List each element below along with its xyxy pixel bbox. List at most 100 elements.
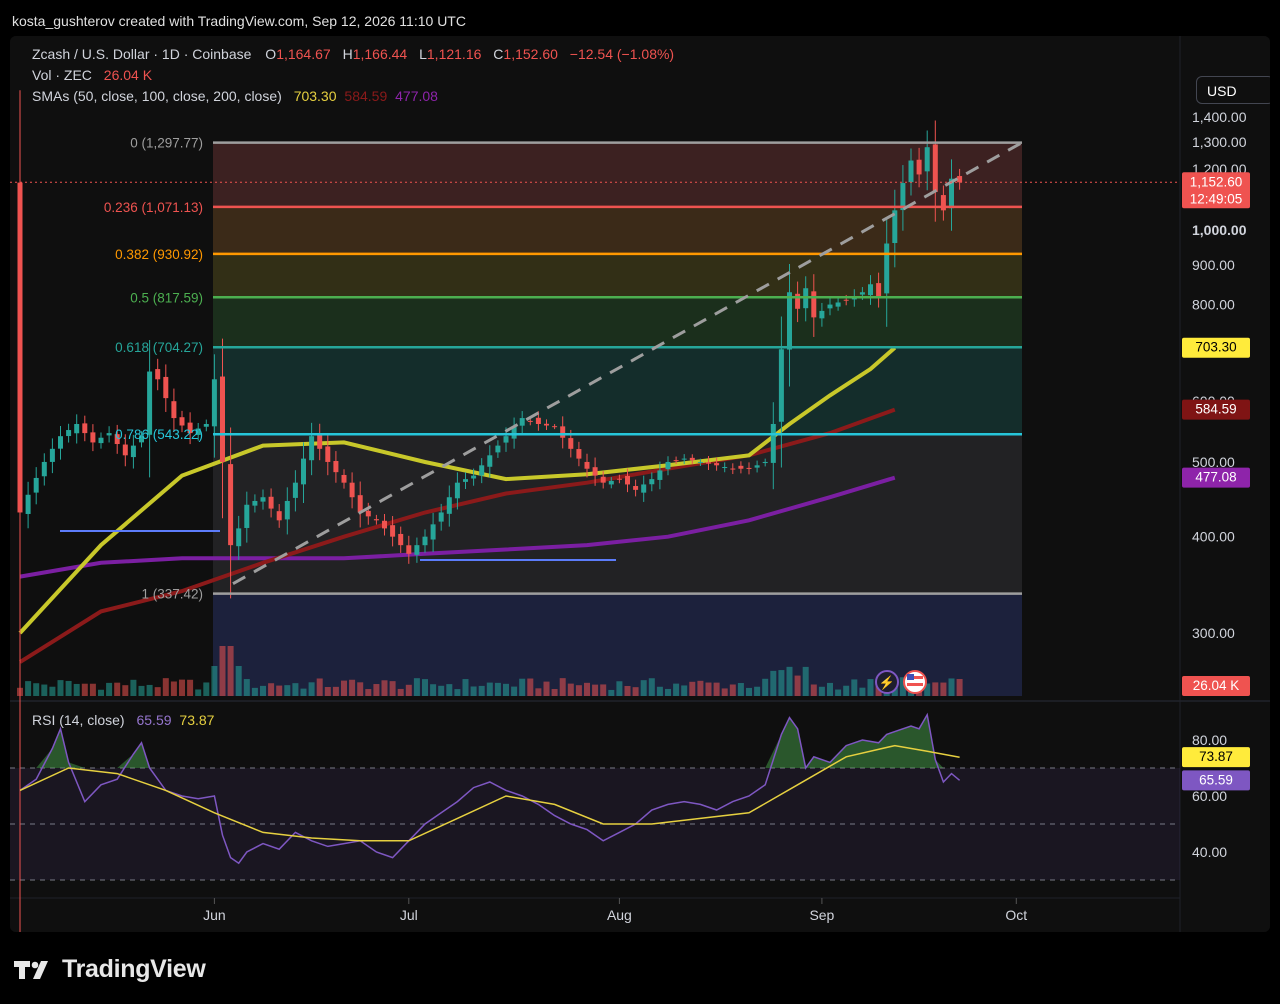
candle-body: [325, 446, 331, 462]
candle-body: [106, 433, 112, 436]
volume-bar: [89, 683, 96, 696]
candle-body: [868, 284, 873, 296]
volume-bar: [179, 679, 185, 696]
sma-label[interactable]: SMAs (50, close, 100, close, 200, close): [32, 88, 282, 104]
high-value: 1,166.44: [352, 46, 408, 62]
volume-bar: [729, 684, 736, 696]
rsi-overbought-fill: [805, 714, 944, 768]
candle-body: [292, 482, 298, 498]
rsi-ma-line: [19, 744, 960, 842]
symbol-name[interactable]: Zcash / U.S. Dollar · 1D · Coinbase: [32, 46, 252, 62]
volume-bar: [438, 685, 445, 696]
volume-bar: [559, 678, 566, 696]
volume-badge: [1182, 676, 1250, 696]
rsi-overbought-fill: [117, 742, 150, 768]
volume-bar: [308, 682, 315, 696]
volume-bar: [430, 684, 437, 696]
volume-bar: [462, 679, 469, 696]
candle-body: [778, 349, 784, 422]
volume-bar: [454, 689, 461, 696]
currency-button[interactable]: USD: [1196, 76, 1270, 104]
last-price-badge-text: 1,152.60: [1190, 174, 1243, 189]
candle-body: [49, 448, 55, 462]
candle-body: [284, 500, 290, 520]
candle-body: [600, 476, 606, 483]
fib-zone-0.5: [213, 297, 1022, 348]
candle-body: [770, 424, 776, 463]
high-label: H: [342, 46, 353, 62]
volume-bar: [835, 689, 842, 696]
candle-body: [908, 160, 914, 183]
fib-label: 0.5 (817.59): [130, 290, 203, 305]
volume-bar: [859, 687, 866, 696]
close-value: 1,152.60: [503, 46, 558, 62]
candle-body: [228, 464, 234, 546]
candle-body: [487, 455, 493, 467]
tradingview-logo: TradingView: [14, 955, 206, 984]
volume-bar: [219, 646, 226, 696]
volume-bar: [251, 687, 258, 696]
price-tick-label: 500.00: [1192, 454, 1235, 470]
candle-body: [811, 291, 817, 318]
volume-bar: [810, 684, 817, 696]
candle-body: [309, 436, 315, 461]
symbol-legend: Zcash / U.S. Dollar · 1D · Coinbase O1,1…: [32, 46, 678, 62]
fib-label: 1 (337.42): [141, 587, 203, 602]
sma100-badge-text: 584.59: [1195, 402, 1236, 417]
volume-bar: [122, 685, 129, 696]
volume-bar: [818, 686, 825, 696]
price-tick-label: 900.00: [1192, 257, 1235, 273]
candle-body: [827, 304, 833, 309]
volume-bar: [57, 680, 64, 696]
candle-body: [179, 417, 185, 426]
volume-bar: [737, 683, 744, 696]
candle-body: [414, 545, 420, 555]
candle-body: [471, 475, 477, 479]
candle-body: [900, 183, 906, 211]
candle-body: [527, 420, 533, 422]
us-flag-canton: [907, 674, 914, 680]
sma100-line: [18, 407, 896, 664]
candle-body: [333, 461, 339, 473]
volume-bar: [656, 686, 663, 696]
rsi-ma-badge-text: 73.87: [1199, 749, 1233, 764]
candle-body: [924, 147, 930, 172]
candle-body: [584, 461, 590, 469]
volume-label[interactable]: Vol · ZEC: [32, 67, 92, 83]
candle-body: [568, 438, 574, 449]
volume-bar: [673, 683, 680, 696]
rsi-label[interactable]: RSI (14, close): [32, 712, 125, 728]
volume-bar: [324, 687, 331, 696]
volume-bar: [778, 670, 785, 696]
chart-frame[interactable]: 1,400.00 1,300.00 1,200.00 1,000.00 900.00 80…: [10, 36, 1270, 932]
candle-body: [746, 467, 752, 469]
candle-body: [139, 436, 144, 443]
candle-body: [511, 427, 517, 439]
volume-bar: [511, 686, 518, 696]
candle-body: [130, 445, 136, 458]
us-flag-stripe: [907, 683, 923, 686]
candle-body: [552, 426, 558, 428]
volume-bar: [924, 683, 931, 696]
candle-body: [365, 510, 371, 517]
volume-bar: [851, 679, 858, 696]
volume-bar: [705, 682, 712, 696]
volume-bar: [211, 666, 218, 696]
volume-bar: [284, 685, 291, 696]
candle-body: [317, 434, 323, 449]
last-price-badge-text: 12:49:05: [1190, 191, 1243, 206]
volume-bar: [899, 677, 906, 696]
fib-zone-0.618: [213, 347, 1022, 435]
volume-bar: [786, 666, 793, 696]
candle-body: [33, 477, 39, 493]
candle-body: [681, 458, 687, 460]
volume-bar: [170, 681, 177, 696]
volume-bar: [81, 683, 88, 696]
volume-bar: [203, 682, 210, 696]
price-chart[interactable]: 1,400.001,300.001,200.001,000.00900.0080…: [10, 36, 1270, 932]
candle-body: [349, 482, 355, 498]
volume-bar: [422, 679, 428, 696]
candle-body: [341, 474, 347, 483]
candle-body: [422, 536, 428, 546]
volume-bar: [41, 684, 48, 696]
